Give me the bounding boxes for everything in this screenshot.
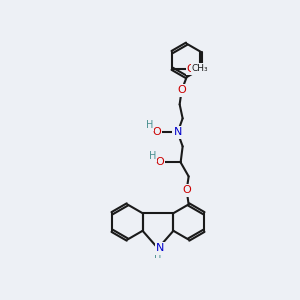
Text: H: H [149,152,156,161]
Text: H: H [146,120,153,130]
Text: O: O [177,85,186,95]
Text: O: O [182,185,191,195]
Text: CH₃: CH₃ [192,64,208,73]
Text: N: N [156,243,164,254]
Text: O: O [155,158,164,167]
Text: H: H [154,250,162,260]
Text: O: O [152,128,161,137]
Text: N: N [173,128,182,137]
Text: O: O [187,64,196,74]
